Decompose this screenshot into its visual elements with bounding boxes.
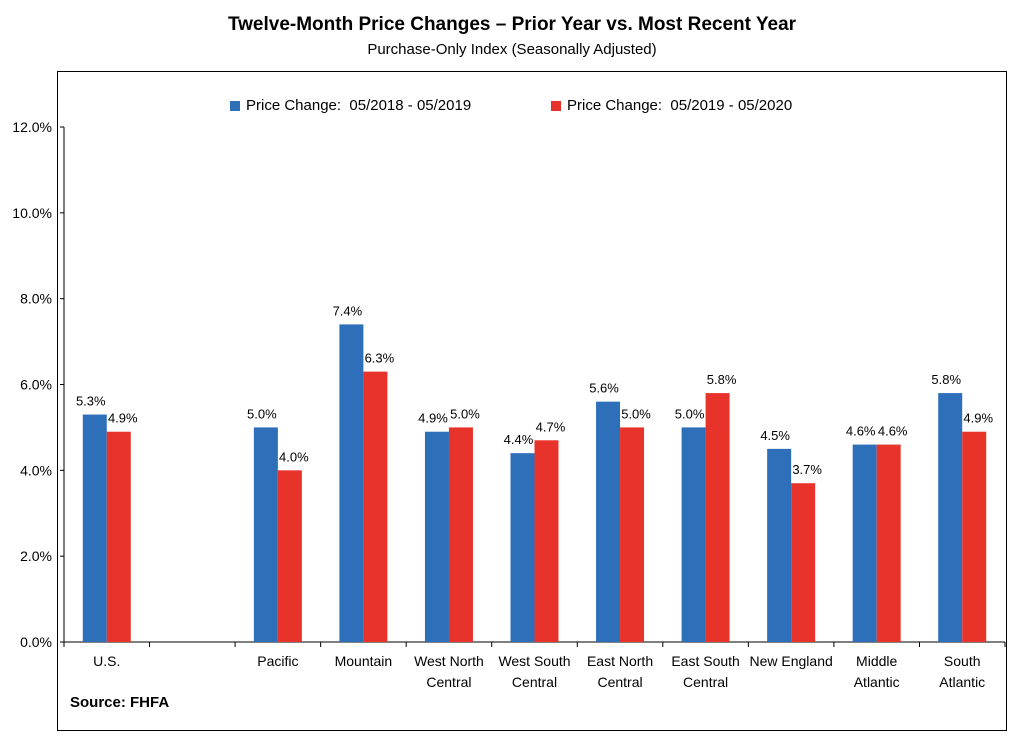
- data-label-series-1: 4.4%: [504, 432, 534, 447]
- y-tick-label: 6.0%: [20, 377, 52, 393]
- y-tick-label: 10.0%: [12, 205, 52, 221]
- chart-title: Twelve-Month Price Changes – Prior Year …: [227, 14, 797, 35]
- bar-series-2: [277, 470, 302, 642]
- y-tick-label: 4.0%: [20, 462, 52, 478]
- bar-series-1: [253, 427, 278, 642]
- data-label-series-1: 5.3%: [76, 394, 106, 409]
- bar-series-1: [596, 401, 621, 642]
- bar-series-1: [938, 393, 963, 642]
- y-tick-label: 0.0%: [20, 634, 52, 650]
- y-tick-label: 2.0%: [20, 548, 52, 564]
- x-category-label: West South: [498, 653, 570, 669]
- data-label-series-2: 5.0%: [450, 406, 480, 421]
- data-label-series-1: 4.5%: [760, 428, 790, 443]
- x-category-label: Middle: [856, 653, 897, 669]
- bar-series-1: [681, 427, 706, 642]
- source-note: Source: FHFA: [70, 694, 170, 711]
- bar-series-1: [767, 448, 792, 642]
- bar-series-2: [962, 431, 987, 642]
- legend-item-series-2: Price Change: 05/2019 - 05/2020: [551, 97, 792, 114]
- data-label-series-1: 4.6%: [846, 424, 876, 439]
- chart-subtitle: Purchase-Only Index (Seasonally Adjusted…: [367, 41, 657, 58]
- bar-series-1: [852, 444, 877, 642]
- bar-series-2: [448, 427, 473, 642]
- bar-series-2: [791, 483, 816, 642]
- data-label-series-1: 5.8%: [931, 372, 961, 387]
- legend-label-series-2: Price Change: 05/2019 - 05/2020: [567, 97, 793, 114]
- data-label-series-2: 4.9%: [108, 411, 138, 426]
- x-category-label: Central: [683, 674, 728, 690]
- x-category-label: Central: [597, 674, 642, 690]
- bar-series-1: [339, 324, 364, 642]
- x-category-label: Atlantic: [854, 674, 900, 690]
- bar-series-1: [424, 431, 449, 642]
- bar-series-2: [363, 371, 388, 642]
- bar-series-1: [510, 453, 535, 642]
- x-category-label: Atlantic: [939, 674, 985, 690]
- data-label-series-2: 5.8%: [707, 372, 737, 387]
- data-label-series-2: 4.0%: [279, 449, 309, 464]
- bar-series-2: [534, 440, 559, 642]
- bar-series-2: [705, 393, 730, 642]
- legend-swatch-series-2: [551, 100, 561, 111]
- data-label-series-2: 4.6%: [878, 424, 908, 439]
- x-category-label: Central: [512, 674, 557, 690]
- y-tick-label: 8.0%: [20, 291, 52, 307]
- x-category-label: U.S.: [93, 653, 120, 669]
- x-category-label: Central: [426, 674, 471, 690]
- data-label-series-1: 5.0%: [247, 406, 277, 421]
- bar-series-2: [876, 444, 901, 642]
- data-label-series-2: 4.7%: [536, 419, 566, 434]
- data-label-series-1: 7.4%: [333, 303, 363, 318]
- x-category-label: New England: [749, 653, 832, 669]
- legend-swatch-series-1: [230, 100, 240, 111]
- chart-frame: [57, 71, 1007, 731]
- x-category-label: East South: [671, 653, 740, 669]
- data-label-series-2: 3.7%: [792, 462, 822, 477]
- data-label-series-2: 6.3%: [365, 351, 395, 366]
- x-category-label: Pacific: [257, 653, 298, 669]
- data-label-series-1: 4.9%: [418, 411, 448, 426]
- bar-series-1: [82, 414, 107, 642]
- legend-item-series-1: Price Change: 05/2018 - 05/2019: [230, 97, 471, 114]
- data-label-series-1: 5.6%: [589, 381, 619, 396]
- x-category-label: West North: [414, 653, 484, 669]
- y-tick-label: 12.0%: [12, 119, 52, 135]
- data-label-series-1: 5.0%: [675, 406, 705, 421]
- x-category-label: Mountain: [335, 653, 393, 669]
- legend-label-series-1: Price Change: 05/2018 - 05/2019: [246, 97, 472, 114]
- x-category-label: South: [944, 653, 981, 669]
- bar-series-2: [620, 427, 645, 642]
- data-label-series-2: 5.0%: [621, 406, 651, 421]
- data-label-series-2: 4.9%: [963, 411, 993, 426]
- x-category-label: East North: [587, 653, 653, 669]
- bar-series-2: [106, 431, 131, 642]
